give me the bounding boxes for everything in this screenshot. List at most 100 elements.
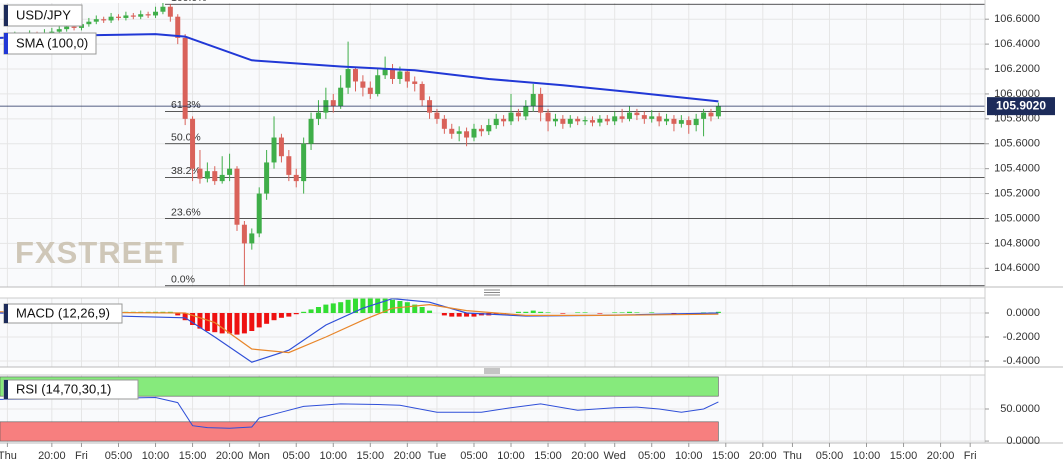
x-tick-label: Thu	[0, 450, 17, 462]
last-price-tag	[987, 97, 1055, 116]
candle-body	[545, 112, 551, 122]
histogram-bar	[560, 313, 566, 314]
rsi-label[interactable]: RSI (14,70,30,1)	[3, 379, 139, 400]
histogram-bar	[182, 313, 188, 321]
candle-body	[575, 118, 581, 122]
grid: 0.0%23.6%38.2%50.0%61.8%100.0%	[0, 0, 985, 443]
y-tick-label: 105.2000	[994, 187, 1040, 199]
histogram-bar	[345, 299, 351, 313]
candle-body	[49, 31, 55, 33]
histogram-bar	[249, 313, 255, 331]
y-tick-label: 50.0000	[1000, 403, 1040, 415]
histogram-bar	[264, 313, 270, 324]
candle-body	[604, 118, 610, 122]
candle-body	[71, 26, 77, 28]
x-tick-label: 10:00	[497, 450, 525, 462]
histogram-bar	[456, 313, 462, 317]
candle-body	[597, 118, 603, 123]
histogram-bar	[582, 312, 588, 313]
candle-body	[301, 143, 307, 182]
candle-body	[501, 118, 507, 122]
x-tick-label: 15:00	[890, 450, 918, 462]
histogram-bar	[256, 313, 262, 328]
candle-body	[286, 156, 292, 175]
symbol-label[interactable]: USD/JPY	[3, 4, 83, 27]
x-tick-label: 05:00	[105, 450, 133, 462]
candle-body	[271, 137, 277, 163]
last-price-label: 105.9020	[996, 98, 1046, 112]
y-tick-label: 0.0000	[1006, 307, 1040, 319]
x-tick-label: 15:00	[712, 450, 740, 462]
rsi-band	[0, 421, 719, 442]
x-tick-label: Tue	[428, 450, 447, 462]
histogram-bar	[538, 311, 544, 313]
candle-body	[627, 112, 633, 119]
y-tick-label: 106.4000	[994, 38, 1040, 50]
x-tick-label: Fri	[75, 450, 88, 462]
candle-body	[649, 116, 655, 119]
candle-body	[249, 233, 255, 244]
x-tick-label: 05:00	[638, 450, 666, 462]
candle-body	[708, 112, 714, 117]
histogram-bar	[330, 303, 336, 313]
histogram-bar	[234, 313, 240, 335]
histogram-bar	[315, 307, 321, 313]
candle-body	[382, 69, 388, 76]
histogram-bar	[471, 313, 477, 317]
histogram-bar	[278, 313, 284, 318]
y-tick-label: 106.6000	[994, 13, 1040, 25]
x-tick-label: Fri	[964, 450, 977, 462]
candle-body	[308, 118, 314, 144]
x-tick-label: 10:00	[320, 450, 348, 462]
candle-body	[167, 6, 173, 17]
candle-body	[367, 87, 373, 94]
candle-body	[123, 15, 129, 18]
line	[0, 33, 719, 103]
candle-body	[330, 100, 336, 107]
fib-label: 23.6%	[171, 206, 201, 218]
histogram-bar	[308, 309, 314, 313]
candle-body	[701, 112, 707, 119]
histogram-bar	[701, 312, 707, 313]
candle-body	[441, 118, 447, 129]
histogram-bar	[323, 304, 329, 313]
candle-body	[190, 118, 196, 169]
y-tick-label: 0.0000	[1006, 435, 1040, 447]
candle-body	[434, 112, 440, 119]
candle-body	[456, 131, 462, 134]
candle-body	[234, 168, 240, 225]
fib-label: 38.2%	[171, 165, 201, 177]
x-tick-label: 05:00	[282, 450, 310, 462]
candle-body	[619, 116, 625, 119]
candle-body	[108, 16, 114, 21]
candle-body	[212, 171, 218, 182]
histogram-bar	[427, 310, 433, 313]
macd-plot	[0, 298, 985, 367]
histogram-bar	[634, 312, 640, 313]
histogram-bar	[404, 302, 410, 313]
histogram-bar	[464, 313, 470, 317]
line	[0, 303, 719, 354]
x-tick-label: 10:00	[142, 450, 170, 462]
sma-label[interactable]: SMA (100,0)	[3, 32, 97, 55]
candle-body	[256, 193, 262, 234]
histogram-bar	[293, 313, 299, 315]
resize-handle[interactable]	[484, 368, 500, 374]
candle-body	[86, 21, 92, 25]
histogram-bar	[530, 310, 536, 313]
histogram-bar	[419, 307, 425, 313]
candle-body	[478, 128, 484, 132]
y-tick-label: 106.0000	[994, 88, 1040, 100]
candle-body	[56, 29, 62, 32]
histogram-bar	[649, 312, 655, 313]
histogram-bar	[301, 311, 307, 313]
histogram-bar	[441, 313, 447, 316]
x-tick-label: 20:00	[927, 450, 955, 462]
x-tick-label: Mon	[249, 450, 270, 462]
candle-body	[145, 14, 151, 16]
histogram-bar	[227, 313, 233, 334]
x-tick-label: Wed	[603, 450, 625, 462]
macd-label[interactable]: MACD (12,26,9)	[3, 303, 123, 324]
resize-handle[interactable]	[484, 289, 500, 296]
